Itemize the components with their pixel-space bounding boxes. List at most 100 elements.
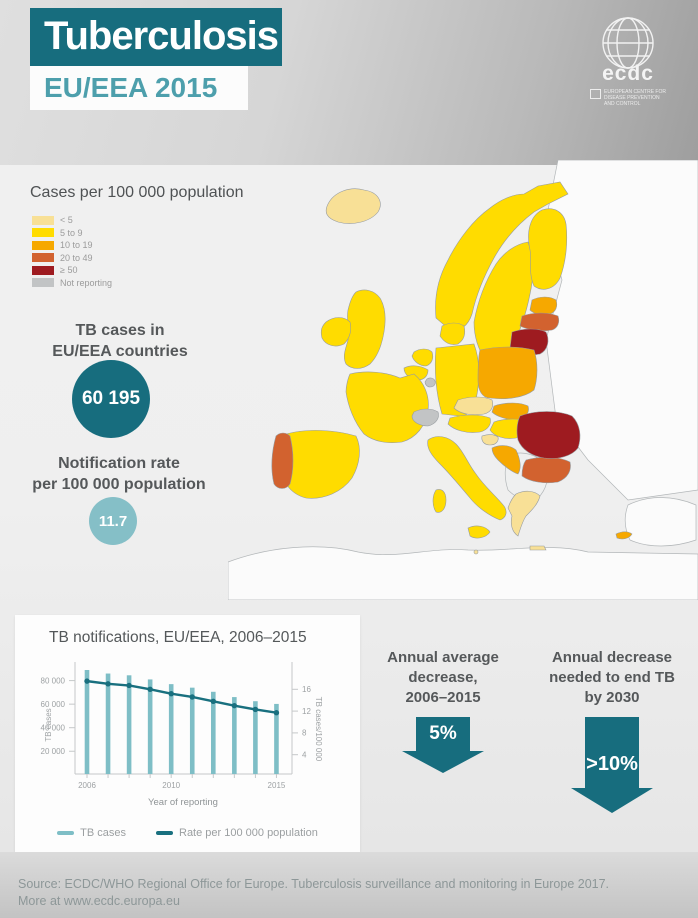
- tb-cases-circle: 60 195: [72, 360, 150, 438]
- map-country-bulgaria: [521, 456, 571, 484]
- chart-legend-label-cases: TB cases: [80, 827, 126, 839]
- tb-cases-value: 60 195: [81, 388, 141, 409]
- map-country-ireland: [320, 317, 352, 347]
- map-country-finland: [528, 208, 568, 290]
- chart-legend: TB cases Rate per 100 000 population: [15, 827, 360, 839]
- tb-chart-plot: 20 000 40 000 60 000 80 000 4 8 12 16 2006 2010…: [41, 662, 323, 808]
- bar-2012: [211, 691, 216, 774]
- map-country-poland: [477, 346, 538, 400]
- legend-swatch: [32, 240, 54, 250]
- svg-text:16: 16: [302, 685, 311, 694]
- legend-swatch: [32, 253, 54, 262]
- right-axis-label: TB cases/100 000: [314, 697, 323, 762]
- chart-legend-label-rate: Rate per 100 000 population: [179, 827, 318, 839]
- title-banner: Tuberculosis: [30, 8, 282, 66]
- chart-legend-item-rate: Rate per 100 000 population: [156, 827, 318, 839]
- svg-text:12: 12: [302, 707, 311, 716]
- rate-point-2011: [189, 694, 195, 700]
- notification-rate-label: Notification rate per 100 000 population: [32, 455, 206, 493]
- notification-rate-circle: 11.7: [89, 497, 137, 545]
- svg-text:2015: 2015: [268, 781, 286, 790]
- callout-average-decrease-heading: Annual average decrease, 2006–2015: [387, 649, 499, 706]
- page-subtitle: EU/EEA 2015: [44, 72, 218, 103]
- left-ticks: 20 000 40 000 60 000 80 000: [41, 676, 75, 756]
- map-country-sardinia: [432, 489, 447, 513]
- decrease-arrow-large: >10%: [571, 717, 653, 813]
- eu-flag-icon: [590, 89, 602, 99]
- map-country-malta: [473, 549, 479, 555]
- chart-legend-swatch-cases: [57, 831, 75, 835]
- map-country-netherlands: [411, 348, 434, 367]
- legend-label: Not reporting: [60, 277, 113, 288]
- page-title: Tuberculosis: [44, 14, 279, 58]
- notification-rate-value: 11.7: [98, 512, 128, 530]
- map-country-denmark: [439, 322, 466, 345]
- map-legend: Cases per 100 000 population < 5 5 to 9 10…: [30, 184, 260, 290]
- bar-2011: [189, 687, 195, 774]
- map-country-greece: [507, 490, 541, 537]
- rate-point-2010: [168, 690, 174, 697]
- map-country-croatia: [491, 445, 521, 475]
- header-band: Tuberculosis EU/EEA 2015 ecdc EUROPEAN C…: [0, 0, 698, 165]
- svg-text:2010: 2010: [162, 781, 180, 790]
- rate-point-2009: [147, 686, 153, 692]
- map-country-switzerland: [411, 408, 439, 427]
- bar-2010: [168, 684, 174, 774]
- ecdc-logo-caption: EUROPEAN CENTRE FOR DISEASE PREVENTION A…: [604, 89, 666, 107]
- map-country-portugal: [271, 432, 294, 489]
- chart-legend-item-cases: TB cases: [57, 827, 126, 839]
- rate-point-2014: [252, 706, 259, 713]
- map-country-norway: [435, 181, 569, 331]
- svg-text:20 000: 20 000: [41, 747, 66, 756]
- map-country-latvia: [519, 312, 560, 332]
- map-country-slovenia: [481, 434, 499, 446]
- svg-text:40 000: 40 000: [41, 724, 66, 733]
- legend-item: 5 to 9: [32, 228, 260, 238]
- tb-cases-label: TB cases in EU/EEA countries: [52, 322, 188, 360]
- right-ticks: 4 8 12 16: [292, 685, 311, 760]
- legend-swatch: [32, 228, 54, 237]
- map-country-romania: [516, 411, 581, 459]
- legend-swatch: [32, 278, 54, 287]
- legend-label: < 5: [60, 215, 73, 225]
- down-arrow-icon: [402, 717, 484, 773]
- svg-text:2006: 2006: [78, 781, 96, 790]
- map-country-cyprus: [615, 531, 633, 540]
- more-info-line: More at www.ecdc.europa.eu: [18, 894, 180, 908]
- decrease-arrow-small: 5%: [402, 717, 484, 773]
- legend-label: 20 to 49: [60, 252, 93, 263]
- rate-line: [86, 679, 277, 714]
- chart-legend-swatch-rate: [156, 831, 173, 835]
- map-country-czech-republic: [453, 396, 494, 416]
- bar-2013: [232, 697, 237, 774]
- rate-point-2012: [210, 698, 216, 704]
- rate-point-2015: [273, 710, 280, 716]
- source-line: Source: ECDC/WHO Regional Office for Eur…: [18, 877, 610, 891]
- legend-item: 20 to 49: [32, 253, 260, 263]
- rate-point-2007: [105, 681, 111, 687]
- map-region-turkey: [624, 497, 697, 547]
- legend-item: ≥ 50: [32, 265, 260, 275]
- map-country-united-kingdom: [344, 289, 386, 369]
- legend-title: Cases per 100 000 population: [30, 184, 244, 201]
- map-country-sicily: [467, 525, 491, 539]
- bar-2014: [253, 701, 258, 774]
- map-country-italy: [427, 436, 507, 521]
- footer-band: Source: ECDC/WHO Regional Office for Eur…: [0, 852, 698, 918]
- legend-swatch: [32, 215, 54, 225]
- rate-point-2006: [84, 678, 90, 684]
- bar-2008: [126, 675, 132, 774]
- chart-title: TB notifications, EU/EEA, 2006–2015: [49, 629, 307, 646]
- bars-group: [84, 670, 279, 774]
- callout-average-decrease: Annual average decrease, 2006–2015 5%: [360, 648, 526, 778]
- ecdc-logo: ecdc EUROPEAN CENTRE FOR DISEASE PREVENT…: [580, 14, 676, 107]
- callout-needed-decrease-heading: Annual decrease needed to end TB by 2030: [549, 649, 675, 706]
- callout-needed-decrease-value: >10%: [586, 753, 638, 775]
- europe-map: [228, 160, 698, 600]
- bar-2009: [147, 679, 153, 774]
- line-group: [84, 678, 280, 716]
- bar-2006: [84, 670, 90, 774]
- map-country-iceland: [325, 188, 381, 224]
- legend-label: 10 to 19: [60, 240, 93, 250]
